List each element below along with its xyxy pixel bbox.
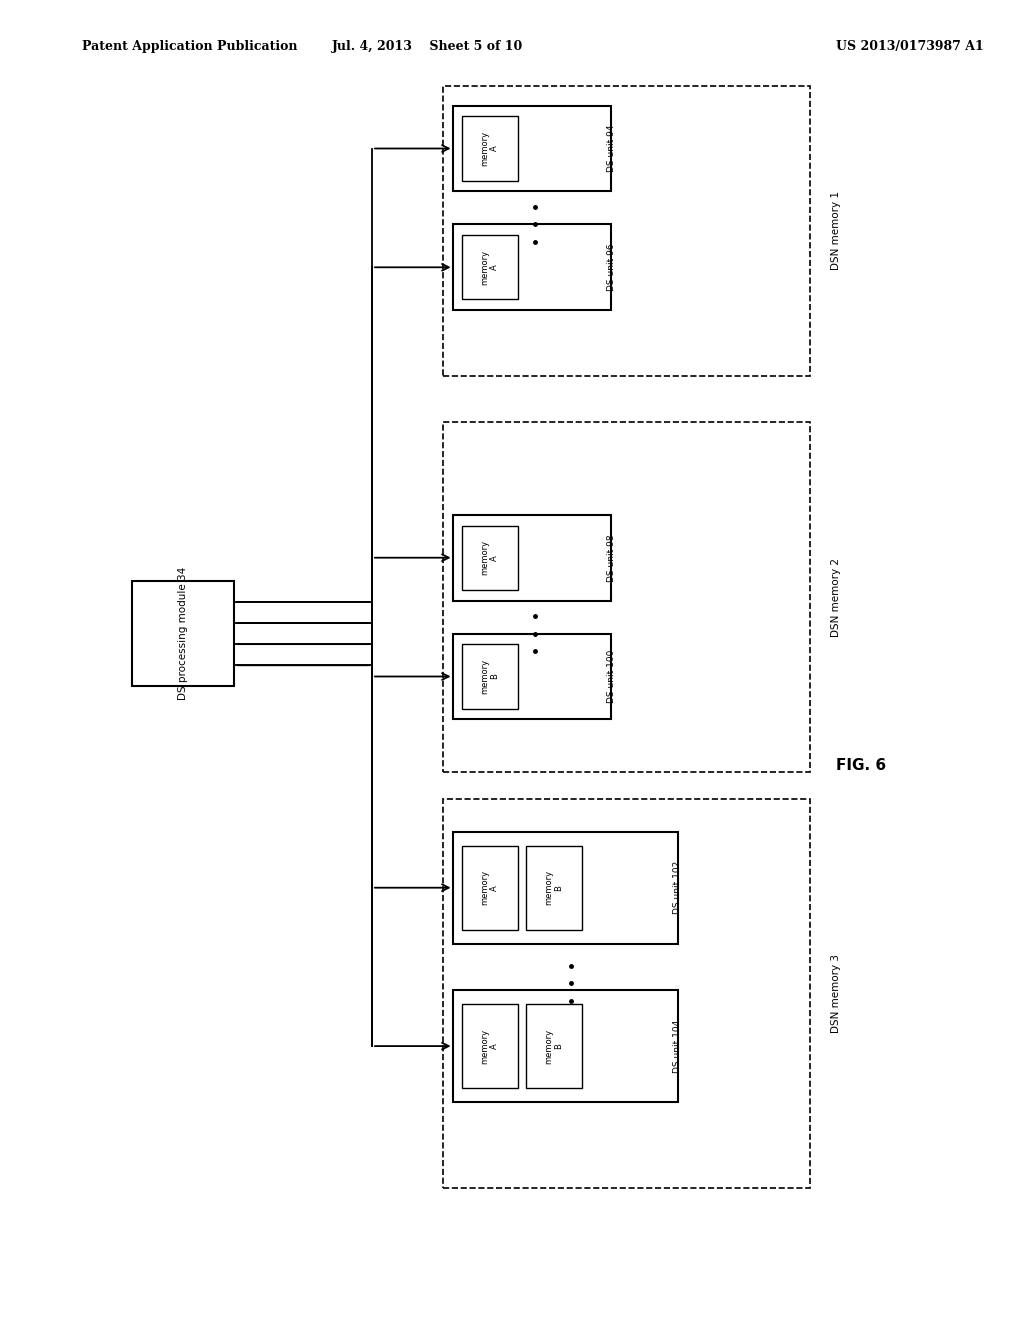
Text: DS unit 100: DS unit 100 [607,649,616,704]
Text: DS unit 96: DS unit 96 [607,243,616,292]
FancyBboxPatch shape [132,581,234,686]
FancyBboxPatch shape [526,1005,582,1088]
FancyBboxPatch shape [462,644,518,709]
FancyBboxPatch shape [462,846,518,929]
Text: DS unit 102: DS unit 102 [673,861,682,915]
Text: memory
A: memory A [480,131,500,166]
Text: DS unit ̲100: DS unit ̲100 [607,649,616,704]
FancyBboxPatch shape [454,990,678,1102]
Text: DS unit ̲96: DS unit ̲96 [607,243,616,292]
FancyBboxPatch shape [462,1005,518,1088]
FancyBboxPatch shape [526,846,582,929]
FancyBboxPatch shape [454,832,678,944]
Text: DSN memory 3: DSN memory 3 [830,954,841,1032]
Text: Patent Application Publication: Patent Application Publication [82,40,297,53]
Text: DS unit 104: DS unit 104 [673,1019,682,1073]
Text: memory
A: memory A [480,870,500,906]
Text: DS unit ̲104: DS unit ̲104 [673,1019,682,1073]
Text: memory
A: memory A [480,540,500,576]
Text: DS processing module 34: DS processing module 34 [178,568,188,700]
FancyBboxPatch shape [454,515,611,601]
Text: memory
B: memory B [544,870,563,906]
FancyBboxPatch shape [462,525,518,590]
Text: memory
B: memory B [544,1028,563,1064]
FancyBboxPatch shape [454,106,611,191]
Text: DS unit 98: DS unit 98 [607,533,616,582]
Text: US 2013/0173987 A1: US 2013/0173987 A1 [836,40,983,53]
Text: Jul. 4, 2013    Sheet 5 of 10: Jul. 4, 2013 Sheet 5 of 10 [333,40,523,53]
Text: memory
A: memory A [480,249,500,285]
Text: FIG. 6: FIG. 6 [836,758,886,774]
Text: DSN memory 2: DSN memory 2 [830,558,841,636]
Text: memory
A: memory A [480,1028,500,1064]
Text: DS unit ̲102: DS unit ̲102 [673,861,682,915]
FancyBboxPatch shape [454,224,611,310]
Text: DS unit ̲94: DS unit ̲94 [607,125,616,172]
FancyBboxPatch shape [462,116,518,181]
FancyBboxPatch shape [454,634,611,719]
Text: DSN memory 1: DSN memory 1 [830,191,841,271]
FancyBboxPatch shape [462,235,518,300]
Text: DS unit ̲98: DS unit ̲98 [607,533,616,582]
Text: memory
B: memory B [480,659,500,694]
Text: DS unit 94: DS unit 94 [607,125,616,172]
